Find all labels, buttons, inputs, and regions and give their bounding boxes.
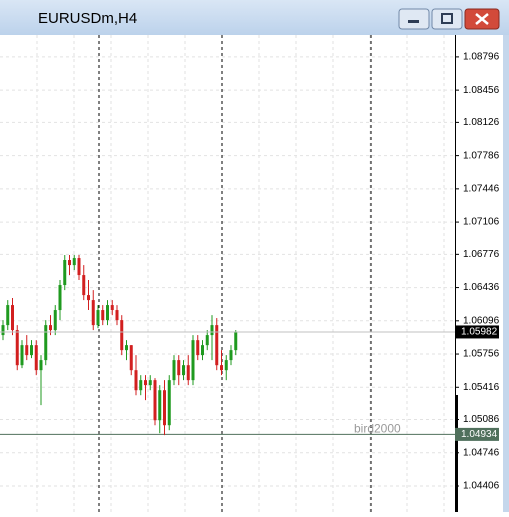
window-title: EURUSDm,H4 [38,10,137,27]
close-icon [475,13,489,25]
candle-body [77,258,81,276]
y-tick-label: 1.05086 [463,414,500,425]
y-tick-label: 1.05756 [463,349,500,360]
candle-body [96,310,100,326]
candle-body [120,320,124,351]
candle-body [220,365,223,371]
candle-body [125,345,128,351]
y-tick-label: 1.04746 [463,447,500,458]
candle-body [20,345,24,366]
minimize-button[interactable] [398,8,430,30]
candle-body [177,360,181,376]
candle-body [229,350,233,361]
candle-body [148,380,152,386]
y-tick-label: 1.08796 [463,52,500,63]
candle-body [144,380,147,386]
candle-body [11,305,14,331]
grid [0,35,455,512]
candle-body [34,345,38,371]
y-tick-label: 1.05416 [463,382,500,393]
candle-body [25,345,29,356]
candle-body [186,365,190,381]
y-tick-label: 1.06436 [463,282,500,293]
candle-body [215,325,219,366]
candle-body [201,345,204,356]
candle-body [6,305,10,326]
y-tick-label: 1.07786 [463,150,500,161]
horizontal-line-price: 1.04934 [461,429,498,440]
candle-body [129,345,133,371]
candle-body [167,380,171,426]
candle-body [82,275,86,296]
candle-body [106,305,109,321]
candle-body [63,260,67,286]
chart-area [0,35,503,512]
candle-body [110,305,114,311]
minimize-icon [408,20,419,23]
maximize-icon [441,13,453,24]
candle-body [210,325,214,336]
candle-body [172,360,176,381]
window-border [503,35,509,512]
candle-body [115,310,119,321]
candle-body [58,285,62,311]
candle-body [72,258,76,266]
candle-body [30,345,33,356]
candle-body [153,380,157,421]
y-tick-label: 1.04406 [463,481,500,492]
candle-body [139,380,143,391]
y-tick-label: 1.08126 [463,117,500,128]
y-tick-label: 1.06096 [463,315,500,326]
candle-body [49,325,52,331]
candle-body [134,370,138,391]
candle-body [91,300,95,326]
current-price-box [455,325,499,339]
candle-body [53,310,57,331]
candle-body [158,390,162,421]
candle-body [101,310,105,321]
y-tick-label: 1.08456 [463,85,500,96]
candle-body [39,360,43,371]
candle-body [234,331,238,351]
candle-body [68,260,71,266]
current-price-label: 1.05982 [461,327,498,338]
horizontal-line-price-box [455,427,499,441]
candle-body [163,390,166,426]
candle-body [182,365,185,376]
candle-body [196,340,200,356]
y-tick-label: 1.07446 [463,183,500,194]
y-tick-label: 1.07106 [463,217,500,228]
candle-body [224,360,228,371]
candle-body [44,325,48,361]
horizontal-line-label: bird2000 [354,422,401,436]
candle-body [205,335,209,346]
y-tick-label: 1.06776 [463,249,500,260]
maximize-button[interactable] [431,8,463,30]
candle-body [15,330,19,366]
candle-body [87,295,90,301]
candle-body [191,340,195,381]
candle-body [1,325,5,336]
